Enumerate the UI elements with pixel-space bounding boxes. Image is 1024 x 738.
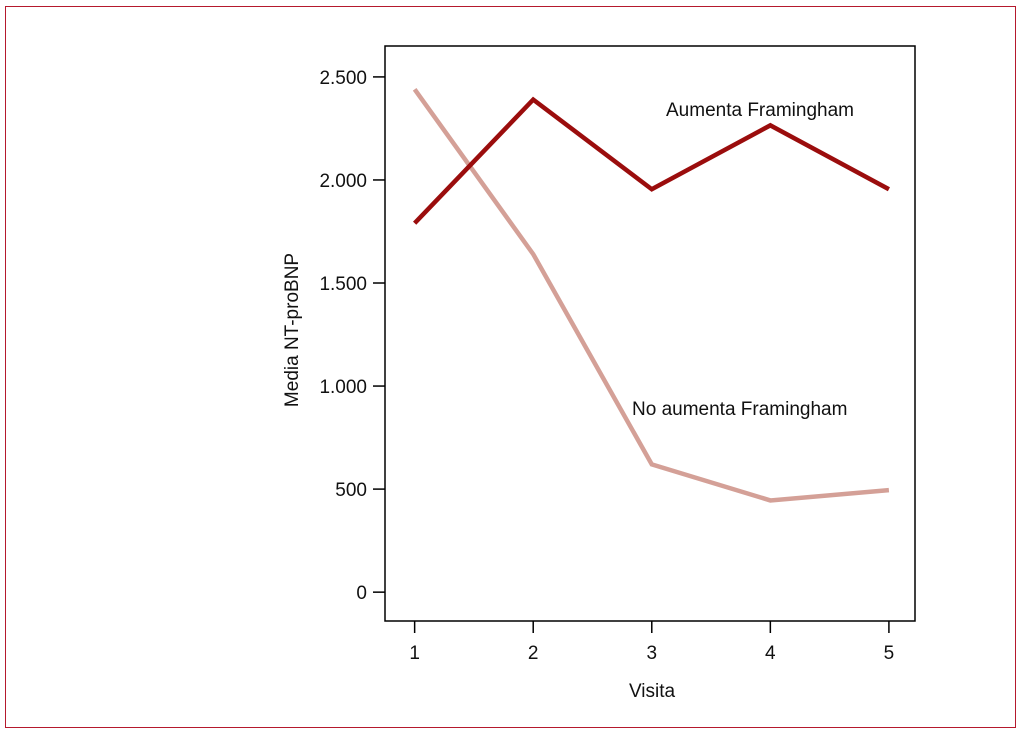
x-axis-title: Visita xyxy=(629,681,676,702)
y-tick-label: 2.500 xyxy=(319,68,367,89)
series-label-no-aumenta: No aumenta Framingham xyxy=(632,399,847,420)
series-lines xyxy=(412,87,890,503)
figure-frame xyxy=(5,6,1016,728)
x-tick-label: 2 xyxy=(528,643,539,664)
y-tick-label: 500 xyxy=(335,480,367,501)
x-tick-label: 1 xyxy=(409,643,420,664)
y-axis: 0 500 1.000 1.500 2.000 2.500 xyxy=(319,68,385,604)
series-label-aumenta: Aumenta Framingham xyxy=(666,100,854,121)
plot-area xyxy=(384,45,916,622)
x-axis: 1 2 3 4 5 xyxy=(409,621,894,664)
series-line-aumenta-framingham xyxy=(413,96,890,225)
y-tick-label: 2.000 xyxy=(319,171,367,192)
y-axis-title: Media NT-proBNP xyxy=(282,253,303,407)
y-tick-label: 1.500 xyxy=(319,274,367,295)
series-line-no-aumenta-framingham xyxy=(412,87,890,503)
x-tick-label: 4 xyxy=(765,643,776,664)
y-tick-label: 0 xyxy=(356,583,367,604)
x-tick-label: 5 xyxy=(884,643,895,664)
y-tick-label: 1.000 xyxy=(319,377,367,398)
x-tick-label: 3 xyxy=(646,643,657,664)
